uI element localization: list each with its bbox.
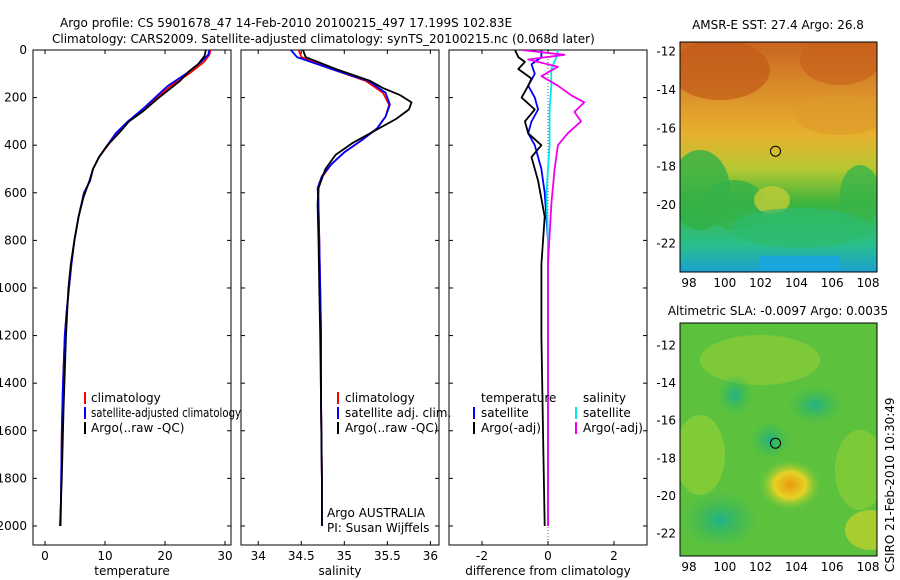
salinity-series-climatology: [297, 50, 391, 526]
temperature-ytick-label: 800: [4, 233, 27, 247]
figure-title-line1: Argo profile: CS 5901678_47 14-Feb-2010 …: [60, 16, 512, 30]
legend-label-climatology: climatology: [91, 391, 161, 405]
difference-series-salinity-argo-adj: [521, 50, 586, 526]
salinity-axes: [240, 49, 440, 546]
sla-lon-tick-label: 102: [749, 560, 772, 574]
legend-label-argo: Argo(..raw -QC): [91, 421, 184, 435]
sst-lat-tick-label: -14: [656, 83, 676, 97]
sst-lat-tick-label: -20: [656, 198, 676, 212]
legend-label-temp-satellite: satellite: [481, 406, 529, 420]
difference-series-temperature-satellite: [527, 50, 549, 526]
temperature-axes: [32, 49, 232, 546]
temperature-ytick-label: 1600: [0, 424, 27, 438]
temperature-ytick-label: 1000: [0, 281, 27, 295]
temperature-xtick-label: 30: [217, 549, 232, 563]
temperature-ytick-label: 600: [4, 186, 27, 200]
sla-lat-tick-label: -16: [656, 414, 676, 428]
sst-lat-tick-label: -12: [656, 45, 676, 59]
temperature-ytick-label: 1400: [0, 376, 27, 390]
sst-lon-tick-label: 102: [749, 276, 772, 290]
sla-map-title: Altimetric SLA: -0.0097 Argo: 0.0035: [668, 304, 888, 318]
legend-header-salinity: salinity: [583, 391, 626, 405]
salinity-xtick-label: 36: [423, 549, 438, 563]
temperature-ytick-label: 0: [19, 43, 27, 57]
sst-argo-location-marker: [770, 145, 781, 157]
sst-lon-tick-label: 108: [857, 276, 880, 290]
sla-lon-tick-label: 100: [713, 560, 736, 574]
sla-lat-tick-label: -14: [656, 376, 676, 390]
legend-header-temperature: temperature: [481, 391, 556, 405]
salinity-legend: climatology satellite adj. clim. Argo(..…: [337, 391, 451, 435]
salinity-series-argo-raw-qc: [302, 50, 413, 526]
temperature-series-group: [59, 50, 212, 527]
temperature-ytick-label: 1200: [0, 329, 27, 343]
difference-legend: temperature satellite Argo(-adj) salinit…: [473, 391, 643, 435]
temperature-ytick-label: 400: [4, 138, 27, 152]
sla-map-image: [680, 323, 877, 556]
legend-label-argo: Argo(..raw -QC): [345, 421, 438, 435]
temperature-xlabel: temperature: [94, 564, 169, 578]
legend-label-sal-argo: Argo(-adj): [583, 421, 643, 435]
difference-xtick-label: 0: [544, 549, 552, 563]
legend-label-temp-argo: Argo(-adj): [481, 421, 541, 435]
argo-pi-annotation: PI: Susan Wijffels: [327, 521, 429, 535]
temperature-xtick-label: 20: [157, 549, 172, 563]
sla-lat-tick-label: -20: [656, 489, 676, 503]
salinity-series-satellite-adj-clim: [290, 50, 391, 526]
legend-label-satellite-adj: satellite adj. clim.: [345, 406, 451, 420]
sla-lat-tick-label: -18: [656, 451, 676, 465]
temperature-series-climatology: [59, 50, 212, 527]
sla-lat-tick-label: -22: [656, 526, 676, 540]
series-layer: [59, 50, 586, 545]
sst-lon-tick-label: 100: [713, 276, 736, 290]
temperature-ytick-label: 2000: [0, 519, 27, 533]
temperature-legend: climatology satellite-adjusted climatolo…: [84, 391, 241, 435]
sst-lat-tick-label: -16: [656, 121, 676, 135]
sst-lon-tick-label: 104: [785, 276, 808, 290]
salinity-xtick-label: 34: [251, 549, 266, 563]
temperature-ytick-label: 200: [4, 91, 27, 105]
temperature-series-satellite-adjusted-climatology: [59, 50, 211, 527]
temperature-xtick-label: 10: [97, 549, 112, 563]
sst-lat-tick-label: -22: [656, 236, 676, 250]
sst-lon-tick-label: 98: [681, 276, 696, 290]
difference-xlabel: difference from climatology: [465, 564, 631, 578]
salinity-xtick-label: 35: [337, 549, 352, 563]
difference-xtick-label: -2: [476, 549, 488, 563]
sla-lat-tick-label: -12: [656, 339, 676, 353]
salinity-xlabel: salinity: [318, 564, 361, 578]
legend-label-climatology: climatology: [345, 391, 415, 405]
sst-lon-tick-label: 106: [821, 276, 844, 290]
temperature-xtick-label: 0: [41, 549, 49, 563]
temperature-series-argo-raw-qc: [59, 50, 207, 527]
csiro-timestamp: CSIRO 21-Feb-2010 10:30:49: [883, 397, 897, 572]
sla-lon-tick-label: 98: [681, 560, 696, 574]
sst-map-title: AMSR-E SST: 27.4 Argo: 26.8: [692, 18, 864, 32]
salinity-xtick-label: 34.5: [288, 549, 315, 563]
sla-map-axes: [679, 322, 878, 557]
difference-xtick-label: 2: [610, 549, 618, 563]
figure-title-line2: Climatology: CARS2009. Satellite-adjuste…: [52, 32, 595, 46]
salinity-xtick-label: 35.5: [374, 549, 401, 563]
difference-series-temperature-argo-adj: [514, 50, 546, 527]
temperature-ytick-label: 1800: [0, 471, 27, 485]
legend-label-satellite-adjusted: satellite-adjusted climatology: [91, 406, 241, 420]
difference-series-group: [514, 50, 586, 527]
argo-country-annotation: Argo AUSTRALIA: [327, 506, 426, 520]
sst-lat-tick-label: -18: [656, 160, 676, 174]
sla-lon-tick-label: 108: [857, 560, 880, 574]
sst-map-image: [680, 42, 877, 272]
sla-lon-tick-label: 106: [821, 560, 844, 574]
sla-lon-tick-label: 104: [785, 560, 808, 574]
salinity-series-group: [290, 50, 413, 526]
legend-label-sal-satellite: satellite: [583, 406, 631, 420]
sst-map-axes: [679, 41, 878, 273]
sla-argo-location-marker: [770, 437, 781, 449]
